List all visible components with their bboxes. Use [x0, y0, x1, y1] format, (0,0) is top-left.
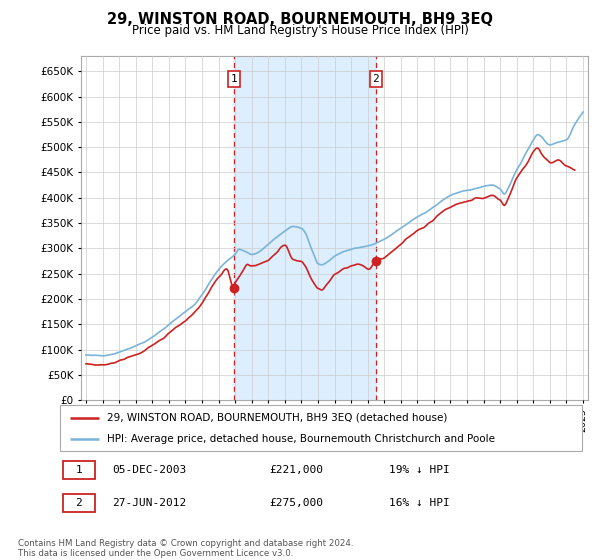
Text: £275,000: £275,000 [269, 498, 323, 508]
Text: 1: 1 [230, 74, 237, 84]
Text: £221,000: £221,000 [269, 465, 323, 475]
Text: 05-DEC-2003: 05-DEC-2003 [112, 465, 187, 475]
Bar [234, 56, 376, 400]
FancyBboxPatch shape [60, 405, 582, 451]
Bar [234, 56, 376, 400]
Text: 19% ↓ HPI: 19% ↓ HPI [389, 465, 449, 475]
Text: 2: 2 [373, 74, 379, 84]
Text: 29, WINSTON ROAD, BOURNEMOUTH, BH9 3EQ: 29, WINSTON ROAD, BOURNEMOUTH, BH9 3EQ [107, 12, 493, 27]
Text: Contains HM Land Registry data © Crown copyright and database right 2024.
This d: Contains HM Land Registry data © Crown c… [18, 539, 353, 558]
Text: HPI: Average price, detached house, Bournemouth Christchurch and Poole: HPI: Average price, detached house, Bour… [107, 435, 495, 444]
Text: 29, WINSTON ROAD, BOURNEMOUTH, BH9 3EQ (detached house): 29, WINSTON ROAD, BOURNEMOUTH, BH9 3EQ (… [107, 413, 448, 423]
Text: 27-JUN-2012: 27-JUN-2012 [112, 498, 187, 508]
FancyBboxPatch shape [62, 494, 95, 512]
Text: 16% ↓ HPI: 16% ↓ HPI [389, 498, 449, 508]
Text: 2: 2 [76, 498, 82, 508]
Text: 1: 1 [76, 465, 82, 475]
Text: Price paid vs. HM Land Registry's House Price Index (HPI): Price paid vs. HM Land Registry's House … [131, 24, 469, 37]
FancyBboxPatch shape [62, 461, 95, 479]
